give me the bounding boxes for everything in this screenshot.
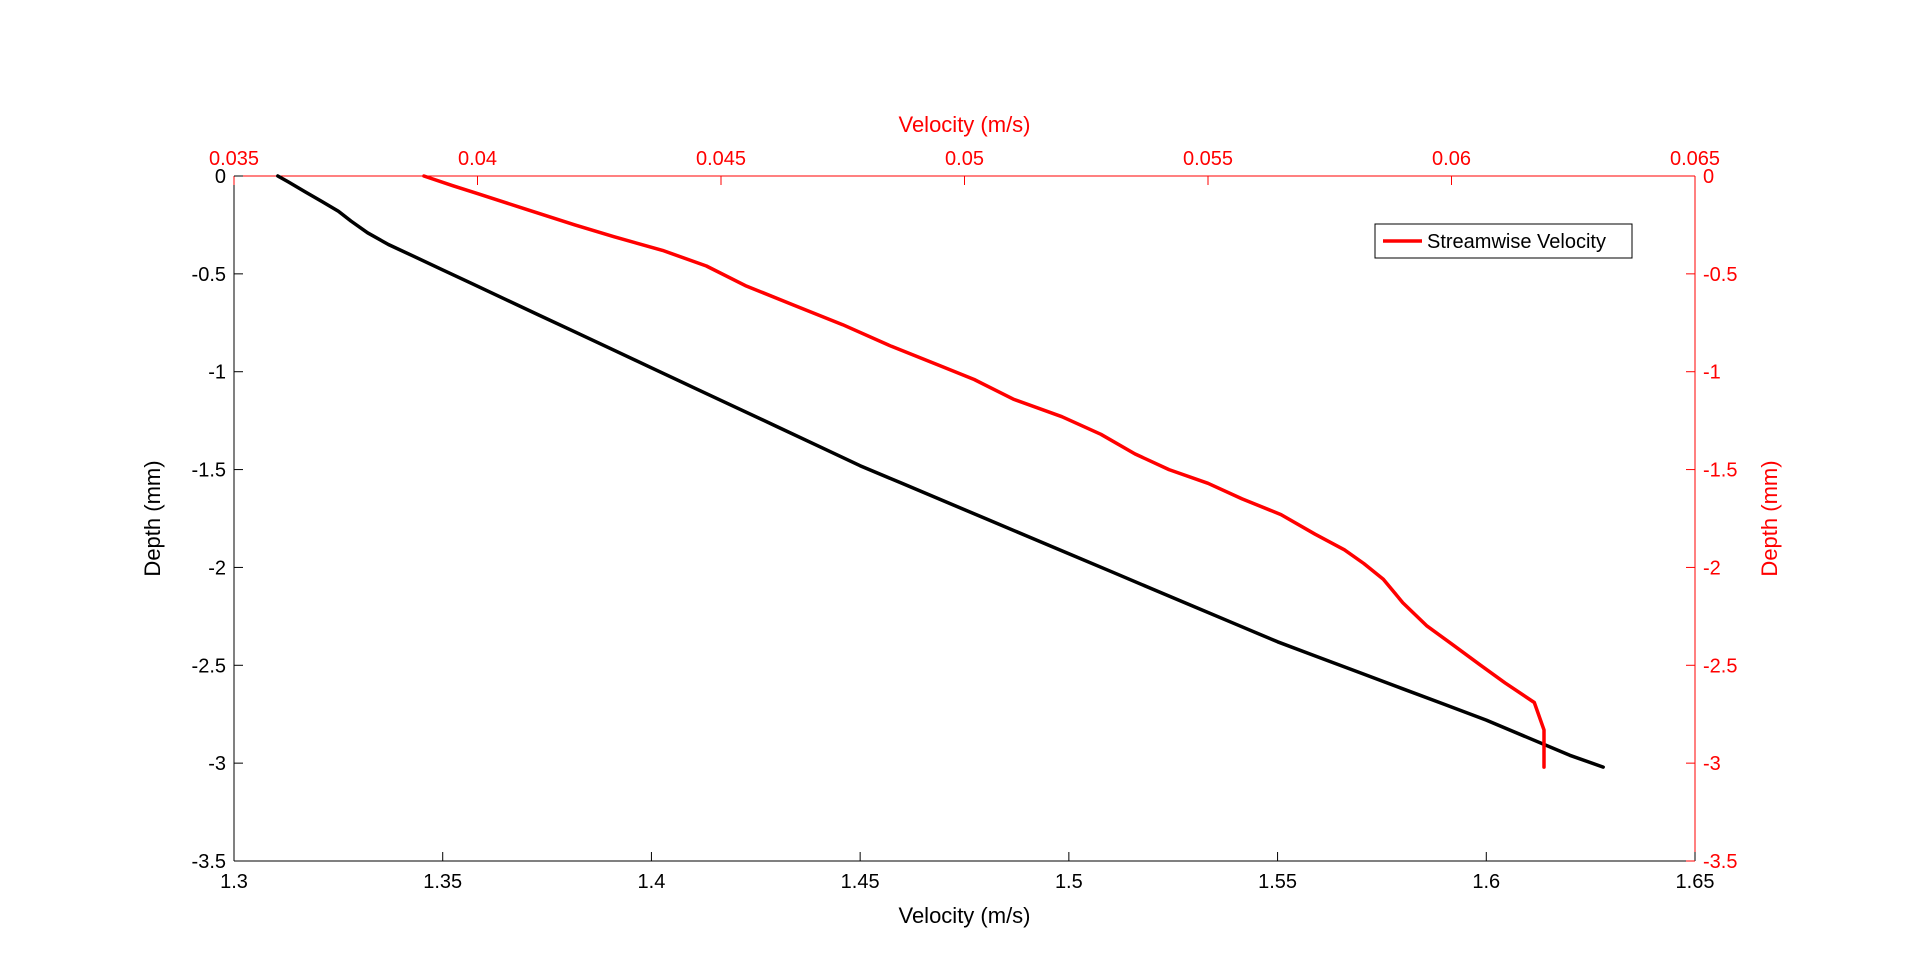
right-axis-title: Depth (mm) <box>1757 460 1782 576</box>
bottom-tick-label: 1.45 <box>841 871 880 893</box>
legend: Streamwise Velocity <box>1374 223 1633 259</box>
legend-label-streamwise-velocity: Streamwise Velocity <box>1427 231 1606 253</box>
series-line-black <box>276 174 1605 769</box>
left-tick-label: -3.5 <box>192 851 226 873</box>
top-tick-label: 0.055 <box>1183 148 1233 170</box>
left-tick-label: -0.5 <box>192 264 226 286</box>
bottom-tick-label: 1.35 <box>423 871 462 893</box>
bottom-axis-title: Velocity (m/s) <box>898 903 1030 928</box>
right-tick-label: -3 <box>1703 753 1721 775</box>
top-tick-label: 0.045 <box>696 148 746 170</box>
bottom-tick-label: 1.5 <box>1055 871 1083 893</box>
top-tick-label: 0.06 <box>1432 148 1471 170</box>
right-tick-label: -0.5 <box>1703 264 1737 286</box>
right-tick-label: -3.5 <box>1703 851 1737 873</box>
left-tick-label: 0 <box>215 166 226 188</box>
bottom-tick-label: 1.4 <box>638 871 666 893</box>
left-tick-label: -3 <box>208 753 226 775</box>
left-tick-label: -2.5 <box>192 655 226 677</box>
right-tick-label: -2.5 <box>1703 655 1737 677</box>
bottom-tick-label: 1.55 <box>1258 871 1297 893</box>
bottom-tick-label: 1.65 <box>1676 871 1715 893</box>
right-tick-label: 0 <box>1703 166 1714 188</box>
left-axis-title: Depth (mm) <box>140 460 165 576</box>
left-tick-label: -1.5 <box>192 460 226 482</box>
right-tick-label: -2 <box>1703 557 1721 579</box>
top-axis-title: Velocity (m/s) <box>898 112 1030 137</box>
top-tick-label: 0.05 <box>945 148 984 170</box>
right-tick-label: -1.5 <box>1703 460 1737 482</box>
ticks-layer: 1.3 1.35 1.4 1.45 1.5 1.55 1.6 1.65 0.035 0.04 0.0… <box>192 148 1738 893</box>
top-tick-label: 0.035 <box>209 148 259 170</box>
series-layer <box>276 174 1605 769</box>
bottom-tick-label: 1.3 <box>220 871 248 893</box>
left-tick-label: -1 <box>208 362 226 384</box>
top-tick-label: 0.04 <box>458 148 497 170</box>
series-line-streamwise-velocity <box>422 174 1546 769</box>
left-tick-label: -2 <box>208 557 226 579</box>
right-tick-label: -1 <box>1703 362 1721 384</box>
bottom-tick-label: 1.6 <box>1472 871 1500 893</box>
top-tick-label: 0.065 <box>1670 148 1720 170</box>
